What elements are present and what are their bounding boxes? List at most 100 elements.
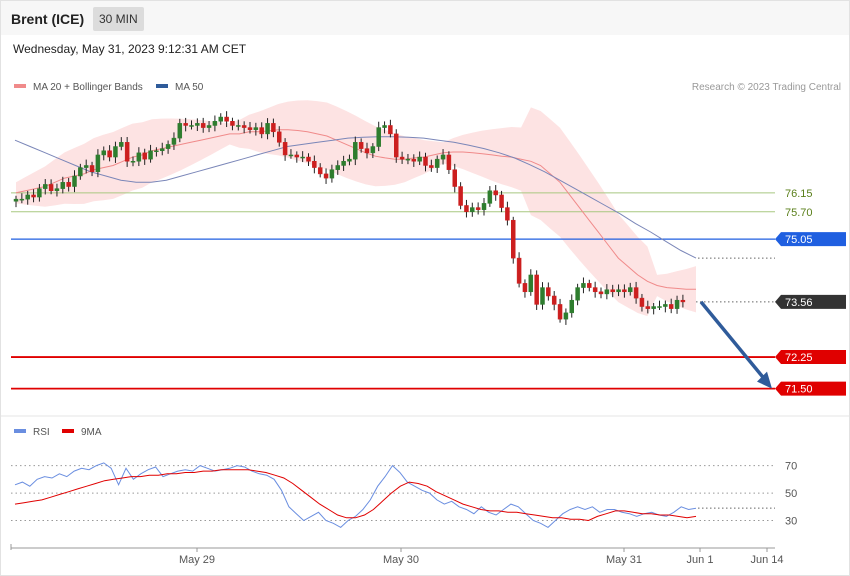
rsi-ma-line xyxy=(14,469,697,522)
candle-body xyxy=(475,207,481,210)
candle-body xyxy=(487,190,493,204)
candle-body xyxy=(598,291,604,295)
candle-body xyxy=(54,188,60,191)
rsi-level-label-70: 70 xyxy=(785,461,797,473)
candle-body xyxy=(136,152,142,162)
candle-body xyxy=(323,173,329,179)
rsi-legend-swatch xyxy=(14,429,26,433)
candle-body xyxy=(189,125,194,127)
level-tag-75.05 xyxy=(775,232,846,247)
candle-body xyxy=(569,299,574,314)
candle-body xyxy=(376,127,381,147)
candle-body xyxy=(452,169,457,187)
candle-body xyxy=(124,142,130,162)
chart-header: Brent (ICE) 30 MIN xyxy=(1,1,849,35)
candle-body xyxy=(657,306,662,308)
candle-body xyxy=(364,148,370,154)
candle-body xyxy=(72,175,77,187)
candle-body xyxy=(370,146,376,154)
candle-body xyxy=(277,131,282,143)
candle-body xyxy=(575,287,580,301)
candle-body xyxy=(300,156,305,159)
candle-body xyxy=(505,207,510,221)
level-lines xyxy=(11,192,775,390)
candle-body xyxy=(382,125,387,128)
level-tag-71.50 xyxy=(775,381,846,396)
level-label-72.25: 72.25 xyxy=(785,352,813,364)
x-axis-label: May 31 xyxy=(606,554,642,566)
candle-body xyxy=(37,188,42,198)
candle-body xyxy=(622,289,627,293)
candle-body xyxy=(592,287,598,293)
candle-body xyxy=(394,133,399,158)
candle-body xyxy=(183,123,188,126)
rsi-panel: 70 50 30 xyxy=(11,461,797,529)
candle-body xyxy=(522,283,528,293)
candles xyxy=(13,111,686,325)
candle-body xyxy=(265,123,270,135)
bollinger-band-area xyxy=(16,100,696,317)
candle-body xyxy=(282,142,288,156)
candle-body xyxy=(399,156,405,160)
x-axis-labels: May 29 May 30 May 31 Jun 1 Jun 14 xyxy=(179,548,784,566)
level-label-71.50: 71.50 xyxy=(785,384,813,396)
candle-body xyxy=(493,190,498,196)
x-axis-label: May 29 xyxy=(179,554,215,566)
candle-body xyxy=(429,165,434,168)
candle-body xyxy=(551,295,557,305)
candle-body xyxy=(288,154,294,157)
candle-body xyxy=(674,299,680,309)
ma50-legend-label: MA 50 xyxy=(175,82,204,93)
candle-body xyxy=(341,161,346,166)
ma-bb-legend-label: MA 20 + Bollinger Bands xyxy=(33,82,143,93)
rsi-ma-legend-swatch xyxy=(62,429,74,433)
candle-body xyxy=(165,144,171,149)
candle-body xyxy=(481,203,487,210)
candle-body xyxy=(645,306,651,309)
candle-body xyxy=(247,127,253,130)
candle-body xyxy=(95,154,101,173)
level-label-73.56: 73.56 xyxy=(785,297,813,309)
candle-body xyxy=(335,165,340,170)
candle-body xyxy=(294,154,300,158)
candle-body xyxy=(557,304,563,320)
candle-body xyxy=(563,312,569,320)
level-tag-72.25 xyxy=(775,350,846,365)
candle-body xyxy=(253,127,259,130)
candle-body xyxy=(107,150,112,158)
candle-body xyxy=(581,283,586,288)
candle-body xyxy=(499,194,504,208)
candle-body xyxy=(48,184,54,191)
level-tags: 76.15 75.70 75.05 73.56 72.25 71.50 xyxy=(775,188,846,396)
candle-body xyxy=(25,194,30,200)
rsi-level-label-50: 50 xyxy=(785,488,797,500)
candle-body xyxy=(89,165,95,173)
rsi-legend-label: RSI xyxy=(33,427,50,438)
candle-body xyxy=(177,123,183,139)
candle-body xyxy=(13,198,19,202)
candle-body xyxy=(534,274,539,305)
candle-body xyxy=(540,287,545,305)
candle-body xyxy=(312,161,317,168)
candle-body xyxy=(516,257,522,284)
candle-body xyxy=(241,125,247,128)
candle-body xyxy=(405,158,411,161)
candle-body xyxy=(160,148,165,151)
candle-body xyxy=(411,158,417,162)
copyright-label: Research © 2023 Trading Central xyxy=(692,82,841,93)
candle-body xyxy=(60,182,66,189)
candle-body xyxy=(628,287,633,293)
candle-body xyxy=(200,123,206,128)
candle-body xyxy=(633,287,639,299)
candle-body xyxy=(230,121,235,126)
candle-body xyxy=(317,167,323,175)
candle-body xyxy=(639,297,645,307)
forecast-arrow xyxy=(699,300,772,389)
candle-body xyxy=(148,150,153,160)
candle-body xyxy=(446,154,452,170)
timeframe-badge[interactable]: 30 MIN xyxy=(93,7,144,31)
candle-body xyxy=(259,127,264,135)
candle-body xyxy=(353,142,358,160)
